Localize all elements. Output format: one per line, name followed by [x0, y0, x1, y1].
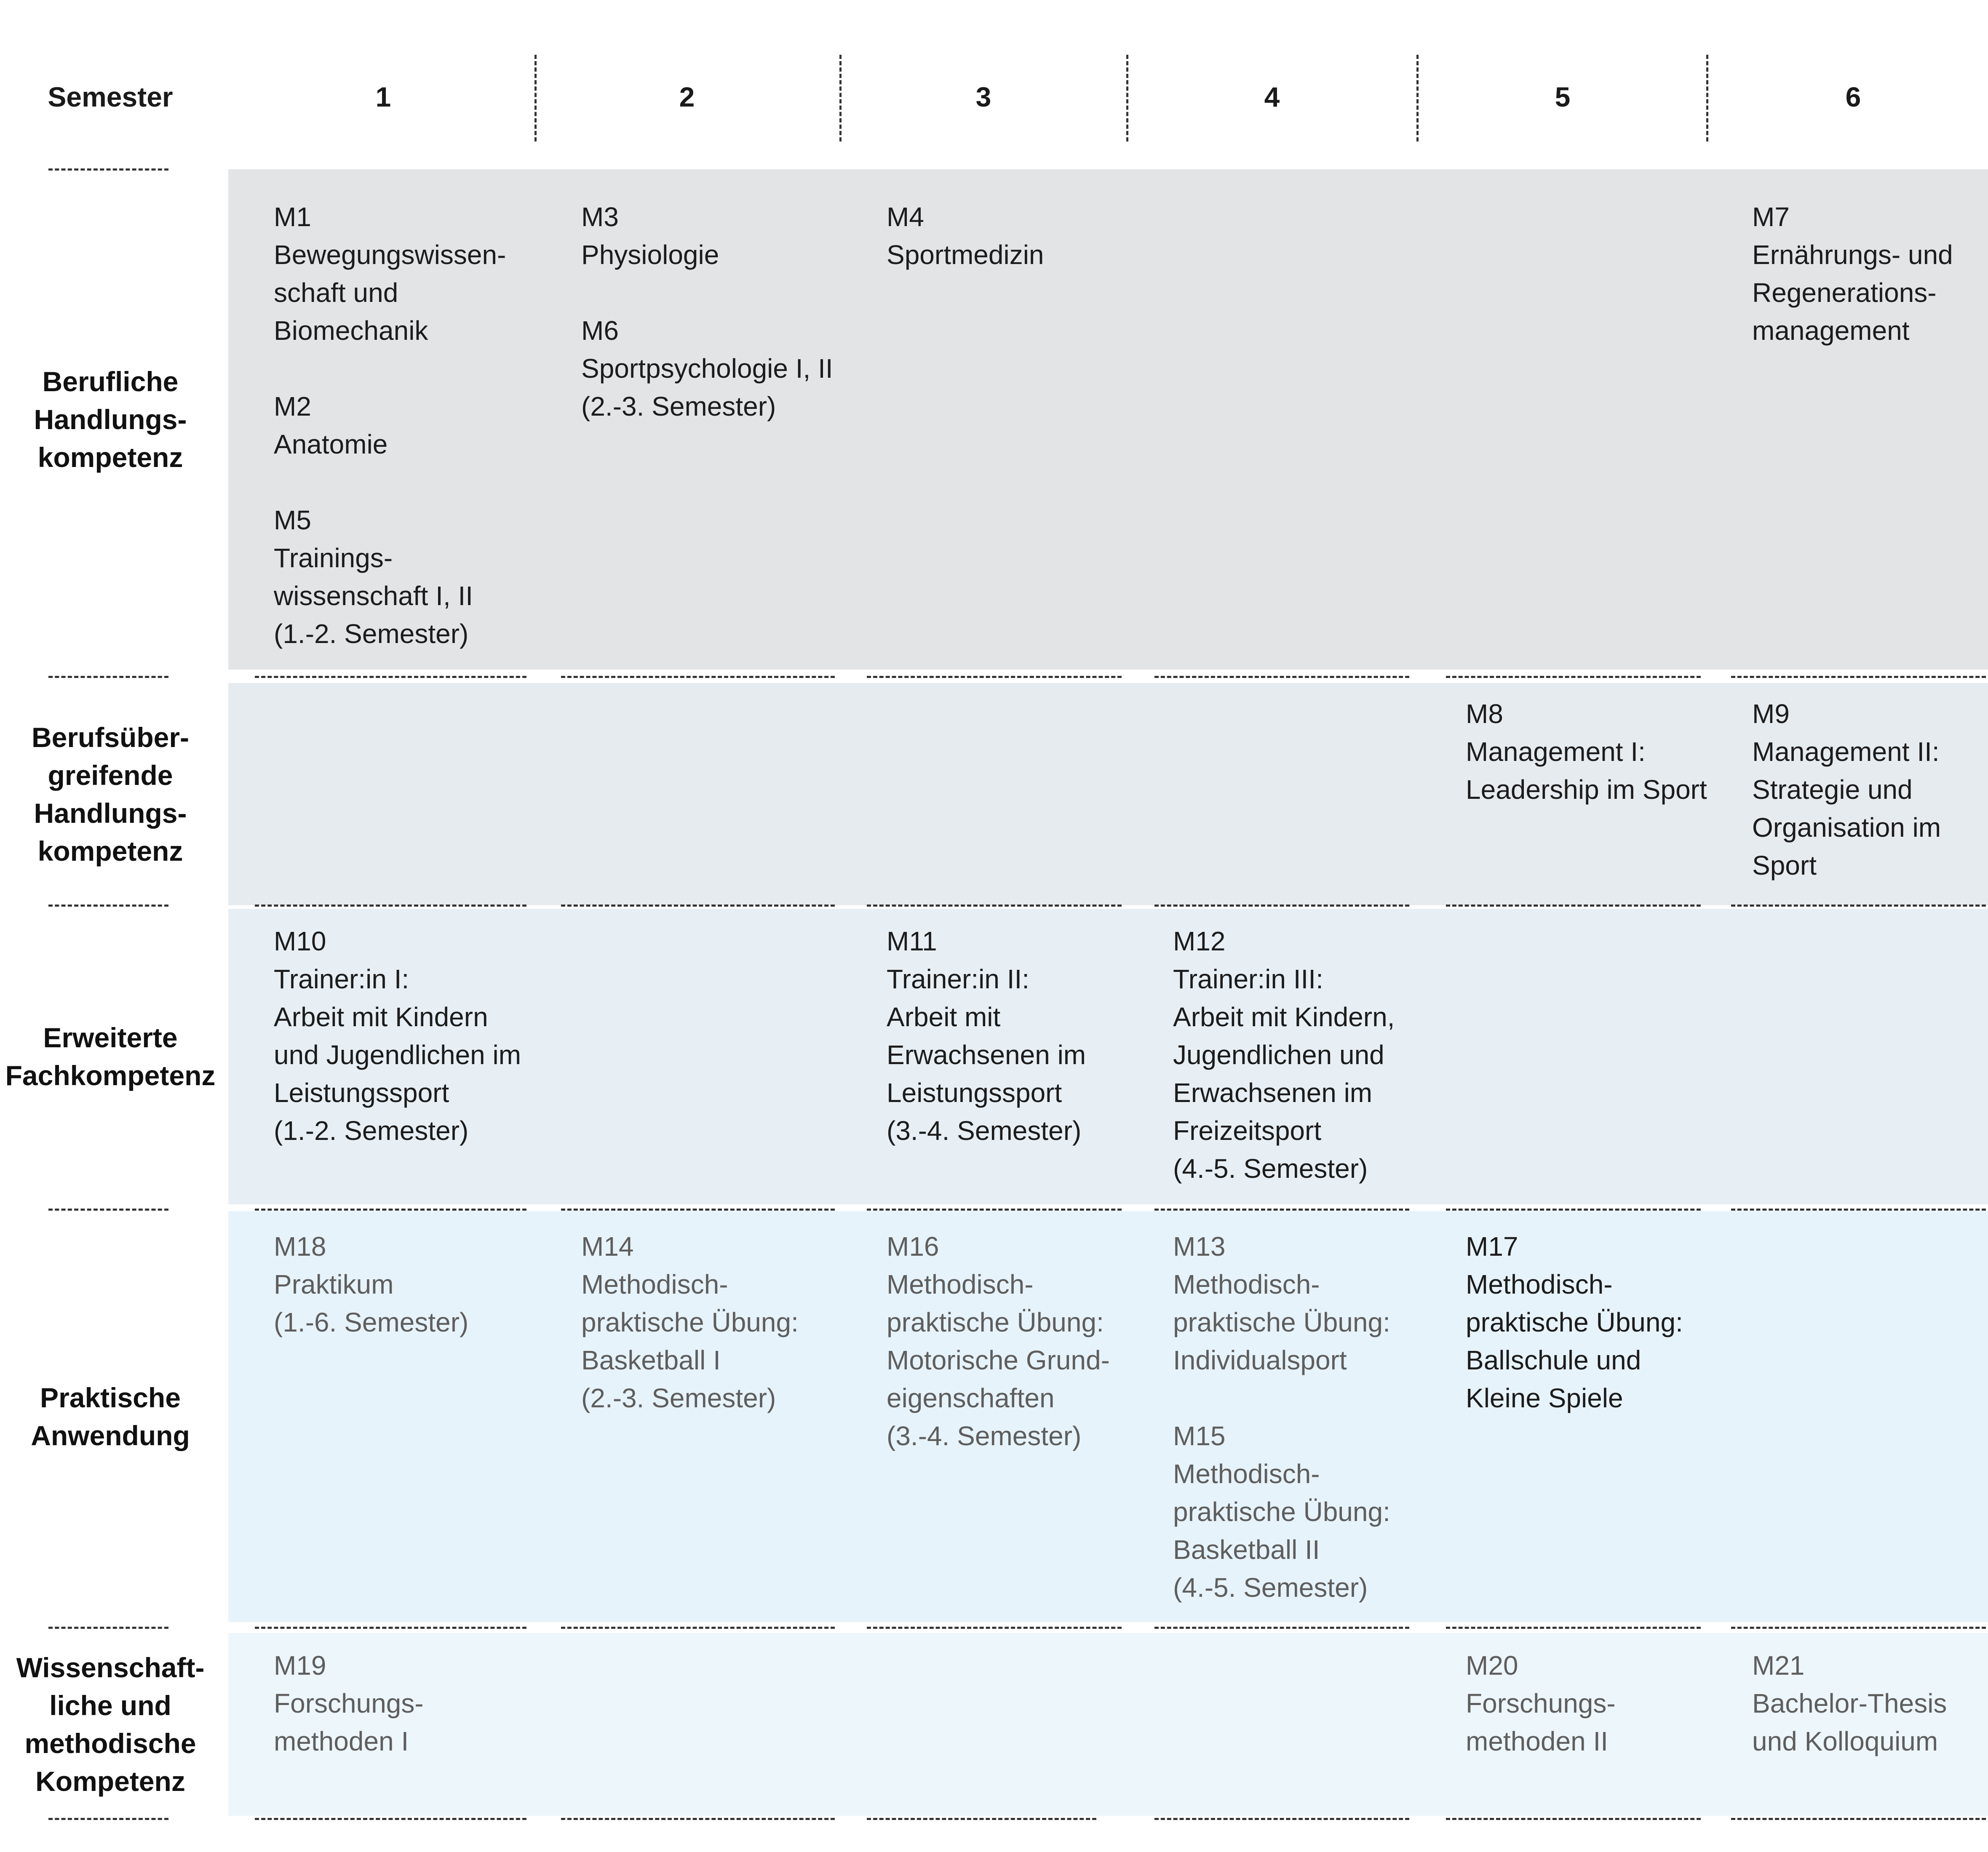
- row-separator: [561, 1627, 835, 1629]
- row-label-text: Wissenschaft- liche und methodische Komp…: [16, 1652, 205, 1797]
- row-separator: [867, 1209, 1122, 1211]
- row-separator: [1446, 1627, 1701, 1629]
- row-separator: [1731, 676, 1986, 678]
- row-separator: [561, 1209, 835, 1211]
- row-separator: [1446, 905, 1701, 907]
- row-separator: [1154, 1209, 1409, 1211]
- row-separator: [255, 676, 526, 678]
- row-separator: [867, 676, 1122, 678]
- row-separator: [1731, 1627, 1986, 1629]
- header-divider: [839, 55, 842, 141]
- row-separator: [255, 1209, 526, 1211]
- module-cell: M7 Ernährungs- und Regenerations- manage…: [1752, 202, 1953, 346]
- row-band-berufsuebergreifende: [228, 683, 1988, 905]
- header-divider: [1126, 55, 1128, 141]
- row-separator: [1154, 1627, 1409, 1629]
- semester-column-4: 4: [1264, 81, 1280, 112]
- row-separator: [561, 905, 835, 907]
- row-label-wissenschaftliche: Wissenschaft- liche und methodische Komp…: [0, 1633, 221, 1816]
- module-cell: M11 Trainer:in II: Arbeit mit Erwachsene…: [887, 926, 1086, 1146]
- row-label-text: Berufsüber- greifende Handlungs- kompete…: [31, 722, 190, 867]
- row-separator: [1731, 1818, 1986, 1820]
- row-separator: [1731, 905, 1986, 907]
- row-separator: [561, 676, 835, 678]
- row-band-erweiterte: [228, 909, 1988, 1204]
- row-separator: [48, 676, 168, 678]
- row-band-berufliche: [228, 169, 1988, 670]
- module-cell: M14 Methodisch- praktische Übung: Basket…: [581, 1231, 799, 1413]
- row-separator: [867, 1818, 1096, 1820]
- module-cell: M10 Trainer:in I: Arbeit mit Kindern und…: [274, 926, 521, 1146]
- row-separator: [48, 168, 168, 171]
- row-band-wissenschaftliche: [228, 1633, 1988, 1816]
- module-cell: M18 Praktikum (1.-6. Semester): [274, 1231, 469, 1337]
- module-cell: M9 Management II: Strategie und Organisa…: [1752, 699, 1941, 881]
- row-separator: [48, 1627, 168, 1629]
- row-label-text: Berufliche Handlungs- kompetenz: [34, 366, 187, 473]
- row-separator: [1154, 1818, 1409, 1820]
- semester-column-1: 1: [375, 81, 391, 112]
- row-separator: [1446, 1818, 1701, 1820]
- row-separator: [1154, 676, 1409, 678]
- row-separator: [48, 905, 168, 907]
- semester-column-2: 2: [679, 81, 695, 112]
- row-label-praktische: Praktische Anwendung: [0, 1211, 221, 1622]
- row-separator: [1731, 1209, 1986, 1211]
- module-cell: M12 Trainer:in III: Arbeit mit Kindern, …: [1173, 926, 1395, 1184]
- semester-column-3: 3: [975, 81, 991, 112]
- row-separator: [255, 1627, 526, 1629]
- header-divider: [1706, 55, 1708, 141]
- row-separator: [867, 1627, 1122, 1629]
- module-cell: M8 Management I: Leadership im Sport: [1466, 699, 1707, 805]
- row-separator: [1154, 905, 1409, 907]
- module-cell: M21 Bachelor-Thesis und Kolloquium: [1752, 1650, 1947, 1756]
- module-cell: M19 Forschungs- methoden I: [274, 1650, 424, 1756]
- row-separator: [1446, 676, 1701, 678]
- module-cell: M13 Methodisch- praktische Übung: Indivi…: [1173, 1231, 1390, 1603]
- module-cell: M16 Methodisch- praktische Übung: Motori…: [887, 1231, 1110, 1451]
- row-separator: [48, 1209, 168, 1211]
- row-separator: [867, 905, 1122, 907]
- row-label-text: Praktische Anwendung: [31, 1382, 190, 1451]
- semester-column-6: 6: [1845, 81, 1861, 112]
- row-separator: [48, 1818, 168, 1820]
- module-cell: M3 Physiologie M6 Sportpsychologie I, II…: [581, 202, 833, 422]
- row-label-berufliche: Berufliche Handlungs- kompetenz: [0, 169, 221, 670]
- module-cell: M17 Methodisch- praktische Übung: Ballsc…: [1466, 1231, 1683, 1413]
- header-divider: [534, 55, 537, 141]
- module-cell: M1 Bewegungswissen- schaft und Biomechan…: [274, 202, 506, 649]
- semester-column-5: 5: [1555, 81, 1571, 112]
- row-separator: [255, 905, 526, 907]
- row-separator: [255, 1818, 526, 1820]
- row-label-berufsuebergreifende: Berufsüber- greifende Handlungs- kompete…: [0, 683, 221, 905]
- row-band-praktische: [228, 1211, 1988, 1622]
- module-cell: M20 Forschungs- methoden II: [1466, 1650, 1616, 1756]
- module-cell: M4 Sportmedizin: [887, 202, 1044, 270]
- semester-header-label: Semester: [48, 81, 173, 112]
- row-label-erweiterte: Erweiterte Fachkompetenz: [0, 909, 221, 1204]
- row-separator: [561, 1818, 835, 1820]
- row-label-text: Erweiterte Fachkompetenz: [5, 1022, 216, 1091]
- row-separator: [1446, 1209, 1701, 1211]
- header-divider: [1416, 55, 1419, 141]
